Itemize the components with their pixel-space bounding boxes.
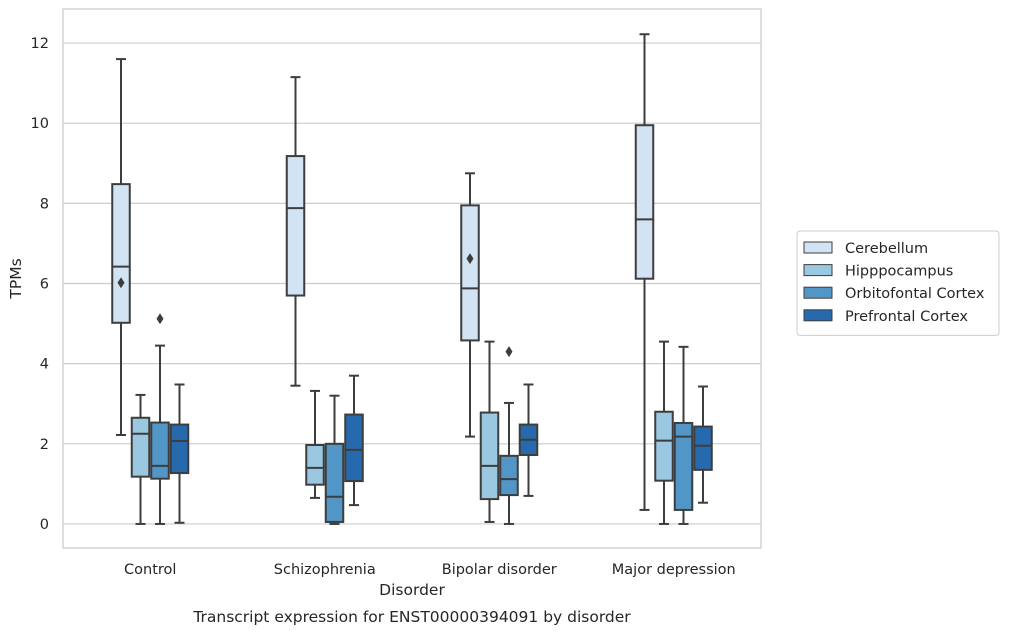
box-orbitofontal-cortex xyxy=(324,394,345,525)
x-axis-title: Disorder xyxy=(379,581,445,599)
y-tick-label: 10 xyxy=(31,116,49,132)
legend-swatch xyxy=(803,286,833,299)
x-tick-label: Control xyxy=(124,562,176,578)
box-hipppocampus xyxy=(654,340,674,525)
y-tick-label: 0 xyxy=(40,517,49,533)
box-prefrontal-cortex xyxy=(518,383,539,497)
box-hipppocampus xyxy=(130,393,151,525)
legend-items: Cerebellum Hipppocampus Orbitofontal Corte… xyxy=(803,241,985,325)
box-body xyxy=(111,183,131,324)
box-body xyxy=(499,454,519,497)
box-body xyxy=(305,444,325,486)
y-tick-label: 2 xyxy=(40,437,49,453)
y-tick-label: 12 xyxy=(31,36,49,52)
x-tick-label: Schizophrenia xyxy=(274,562,376,578)
legend-label: Orbitofontal Cortex xyxy=(845,286,985,302)
box-body xyxy=(285,155,306,297)
outlier-point xyxy=(505,346,513,358)
box-orbitofontal-cortex xyxy=(499,346,519,525)
box-prefrontal-cortex xyxy=(344,374,364,507)
outlier-point xyxy=(117,277,125,289)
box-body xyxy=(324,442,345,523)
box-cerebellum xyxy=(460,172,480,438)
chart-caption: Transcript expression for ENST0000039409… xyxy=(192,608,631,626)
box-cerebellum xyxy=(111,58,131,436)
box-body xyxy=(673,421,694,511)
box-body xyxy=(693,425,713,471)
x-tick-label: Bipolar disorder xyxy=(442,562,557,578)
x-axis-ticks: Control Schizophrenia Bipolar disorder Majo… xyxy=(124,562,736,578)
y-tick-label: 6 xyxy=(40,277,49,293)
outlier-point xyxy=(156,313,164,325)
legend-swatch xyxy=(803,241,833,254)
box-hipppocampus xyxy=(479,340,500,523)
box-body xyxy=(344,413,364,483)
y-tick-label: 4 xyxy=(40,357,49,373)
box-body xyxy=(150,421,170,480)
box-prefrontal-cortex xyxy=(169,383,190,524)
box-body xyxy=(130,416,151,478)
box-body xyxy=(654,410,674,482)
y-axis-ticks: 0 2 4 6 8 10 12 xyxy=(31,36,49,533)
outlier-point xyxy=(466,253,474,265)
legend-swatch xyxy=(803,264,833,277)
boxes xyxy=(111,33,713,525)
box-body xyxy=(169,423,190,475)
box-hipppocampus xyxy=(305,389,325,499)
box-body xyxy=(479,411,500,501)
legend-swatch xyxy=(803,309,833,322)
box-body xyxy=(634,124,655,280)
box-orbitofontal-cortex xyxy=(673,345,694,525)
y-tick-label: 8 xyxy=(40,196,49,212)
legend-label: Prefrontal Cortex xyxy=(845,309,968,325)
box-prefrontal-cortex xyxy=(693,385,713,504)
y-axis-title: TPMs xyxy=(7,258,25,299)
legend-frame xyxy=(796,230,1000,336)
box-cerebellum xyxy=(285,76,306,387)
x-tick-label: Major depression xyxy=(612,562,736,578)
legend: Cerebellum Hipppocampus Orbitofontal Corte… xyxy=(796,230,1000,336)
box-orbitofontal-cortex xyxy=(150,313,170,525)
legend-label: Hipppocampus xyxy=(845,264,953,280)
legend-label: Cerebellum xyxy=(845,241,928,257)
box-cerebellum xyxy=(634,33,655,511)
plot-area-frame xyxy=(62,8,762,549)
box-body xyxy=(460,204,480,342)
